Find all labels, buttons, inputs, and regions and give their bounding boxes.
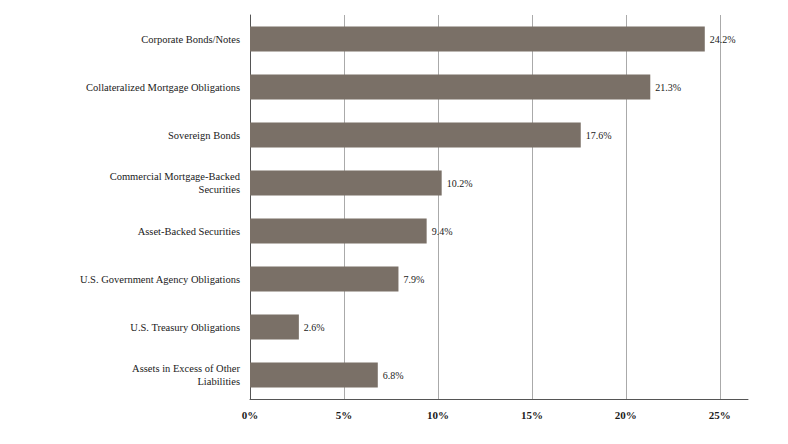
svg-text:9.4%: 9.4% bbox=[432, 226, 453, 237]
svg-text:Sovereign Bonds: Sovereign Bonds bbox=[168, 130, 240, 141]
svg-text:6.8%: 6.8% bbox=[383, 370, 404, 381]
svg-text:20%: 20% bbox=[615, 409, 637, 421]
svg-text:15%: 15% bbox=[521, 409, 543, 421]
svg-text:17.6%: 17.6% bbox=[586, 130, 612, 141]
svg-text:25%: 25% bbox=[709, 409, 731, 421]
svg-text:Commercial Mortgage-Backed: Commercial Mortgage-Backed bbox=[110, 171, 241, 182]
svg-text:10%: 10% bbox=[427, 409, 449, 421]
svg-text:Securities: Securities bbox=[199, 184, 240, 195]
svg-text:Asset-Backed Securities: Asset-Backed Securities bbox=[138, 226, 240, 237]
svg-text:U.S. Government Agency Obligat: U.S. Government Agency Obligations bbox=[80, 274, 240, 285]
svg-text:0%: 0% bbox=[242, 409, 259, 421]
svg-text:24.2%: 24.2% bbox=[710, 34, 736, 45]
svg-text:2.6%: 2.6% bbox=[304, 322, 325, 333]
svg-text:Assets in Excess of Other: Assets in Excess of Other bbox=[132, 363, 240, 374]
svg-text:7.9%: 7.9% bbox=[403, 274, 424, 285]
svg-text:21.3%: 21.3% bbox=[655, 82, 681, 93]
svg-text:Liabilities: Liabilities bbox=[197, 376, 240, 387]
svg-text:10.2%: 10.2% bbox=[447, 178, 473, 189]
svg-text:Collateralized Mortgage Obliga: Collateralized Mortgage Obligations bbox=[86, 82, 240, 93]
svg-text:5%: 5% bbox=[336, 409, 353, 421]
svg-text:U.S. Treasury Obligations: U.S. Treasury Obligations bbox=[130, 322, 240, 333]
svg-text:Corporate Bonds/Notes: Corporate Bonds/Notes bbox=[141, 34, 240, 45]
